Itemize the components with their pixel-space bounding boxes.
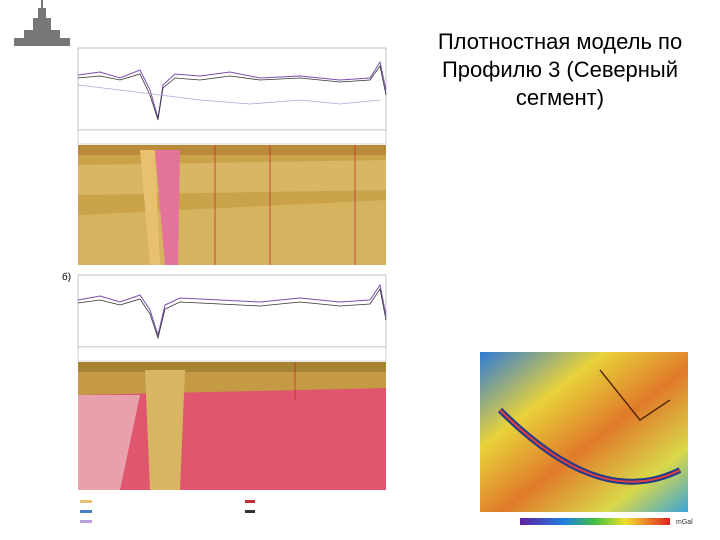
graph-panel-bottom bbox=[77, 274, 387, 362]
colorbar-unit: mGal bbox=[676, 519, 693, 526]
title-line: Плотностная модель по bbox=[437, 29, 683, 54]
graph-panel-top bbox=[77, 47, 387, 145]
logo bbox=[14, 0, 70, 46]
panel-label: б) bbox=[62, 271, 71, 283]
title-line: сегмент) bbox=[515, 85, 605, 110]
slide-title: Плотностная модель по Профилю 3 (Северны… bbox=[405, 28, 715, 112]
cross-section-bottom bbox=[78, 362, 386, 490]
gravity-map: mGal bbox=[480, 352, 693, 526]
title-line: Профилю 3 (Северный bbox=[441, 57, 679, 82]
figure-legend bbox=[78, 495, 386, 540]
cross-section-top bbox=[78, 145, 386, 265]
